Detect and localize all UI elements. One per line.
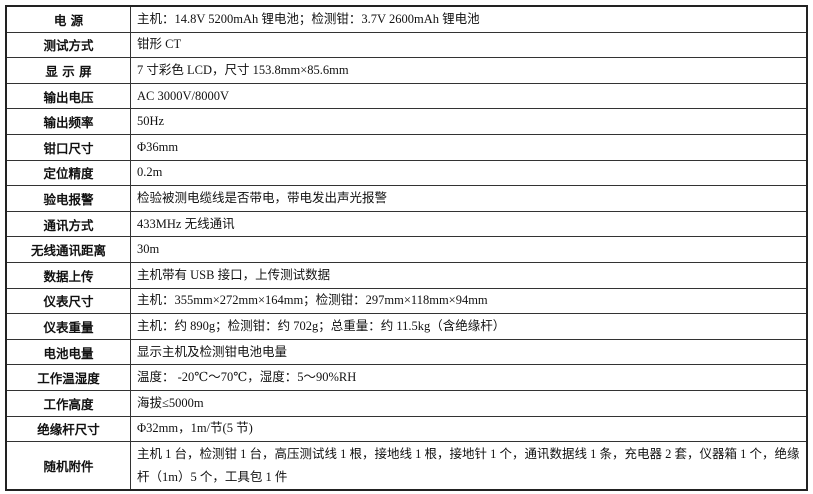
- table-row: 仪表尺寸 主机：355mm×272mm×164mm；检测钳：297mm×118mm…: [5, 287, 808, 315]
- table-row: 随机附件 主机 1 台，检测钳 1 台，高压测试线 1 根，接地线 1 根，接地针…: [5, 441, 808, 491]
- row-value: Φ32mm，1m/节(5 节): [130, 415, 808, 443]
- row-label: 定位精度: [5, 159, 131, 187]
- row-value: Φ36mm: [130, 133, 808, 161]
- row-value: 温度： -20℃～70℃，湿度：5～90%RH: [130, 364, 808, 391]
- row-value: 钳形 CT: [130, 31, 808, 59]
- row-label: 仪表尺寸: [5, 287, 131, 315]
- row-label: 输出电压: [5, 82, 131, 110]
- table-row: 定位精度 0.2m: [5, 159, 808, 187]
- row-label: 钳口尺寸: [5, 133, 131, 161]
- row-label: 通讯方式: [5, 210, 131, 238]
- row-value: 主机：约 890g；检测钳：约 702g；总重量：约 11.5kg（含绝缘杆）: [130, 313, 808, 340]
- row-value: 海拔≤5000m: [130, 389, 808, 417]
- table-row: 钳口尺寸 Φ36mm: [5, 133, 808, 161]
- table-row: 电池电量 显示主机及检测钳电池电量: [5, 338, 808, 366]
- row-label: 测试方式: [5, 31, 131, 59]
- row-value: 主机带有 USB 接口，上传测试数据: [130, 261, 808, 289]
- row-value: 7 寸彩色 LCD，尺寸 153.8mm×85.6mm: [130, 57, 808, 84]
- row-label: 工作温湿度: [5, 364, 131, 391]
- row-label: 随机附件: [5, 441, 131, 491]
- spec-table: 电 源主机：14.8V 5200mAh 锂电池；检测钳：3.7V 2600mAh…: [5, 5, 808, 492]
- row-value: AC 3000V/8000V: [130, 82, 808, 110]
- row-value: 50Hz: [130, 108, 808, 135]
- row-value: 主机：14.8V 5200mAh 锂电池；检测钳：3.7V 2600mAh 锂电…: [130, 5, 808, 33]
- row-value: 主机：355mm×272mm×164mm；检测钳：297mm×118mm×94m…: [130, 287, 808, 315]
- row-label: 仪表重量: [5, 313, 131, 340]
- row-label: 显 示 屏: [5, 57, 131, 84]
- table-row: 仪表重量 主机：约 890g；检测钳：约 702g；总重量：约 11.5kg（含绝…: [5, 313, 808, 340]
- table-row: 验电报警 检验被测电缆线是否带电，带电发出声光报警: [5, 185, 808, 212]
- row-label: 无线通讯距离: [5, 236, 131, 263]
- table-row: 工作高度 海拔≤5000m: [5, 389, 808, 417]
- row-label: 绝缘杆尺寸: [5, 415, 131, 443]
- table-row: 输出电压 AC 3000V/8000V: [5, 82, 808, 110]
- row-label: 数据上传: [5, 261, 131, 289]
- row-value: 30m: [130, 236, 808, 263]
- row-label: 工作高度: [5, 389, 131, 417]
- row-value: 显示主机及检测钳电池电量: [130, 338, 808, 366]
- row-value: 检验被测电缆线是否带电，带电发出声光报警: [130, 185, 808, 212]
- table-row: 测试方式 钳形 CT: [5, 31, 808, 59]
- table-row: 绝缘杆尺寸 Φ32mm，1m/节(5 节): [5, 415, 808, 443]
- row-label: 电池电量: [5, 338, 131, 366]
- row-value: 433MHz 无线通讯: [130, 210, 808, 238]
- table-row: 通讯方式 433MHz 无线通讯: [5, 210, 808, 238]
- row-label: 电 源: [5, 5, 131, 33]
- row-value: 0.2m: [130, 159, 808, 187]
- row-label: 验电报警: [5, 185, 131, 212]
- table-row: 输出频率 50Hz: [5, 108, 808, 135]
- row-value: 主机 1 台，检测钳 1 台，高压测试线 1 根，接地线 1 根，接地针 1 个…: [130, 441, 808, 491]
- table-row: 工作温湿度 温度： -20℃～70℃，湿度：5～90%RH: [5, 364, 808, 391]
- table-row: 无线通讯距离 30m: [5, 236, 808, 263]
- table-row: 数据上传 主机带有 USB 接口，上传测试数据: [5, 261, 808, 289]
- table-row: 电 源主机：14.8V 5200mAh 锂电池；检测钳：3.7V 2600mAh…: [5, 5, 808, 33]
- row-label: 输出频率: [5, 108, 131, 135]
